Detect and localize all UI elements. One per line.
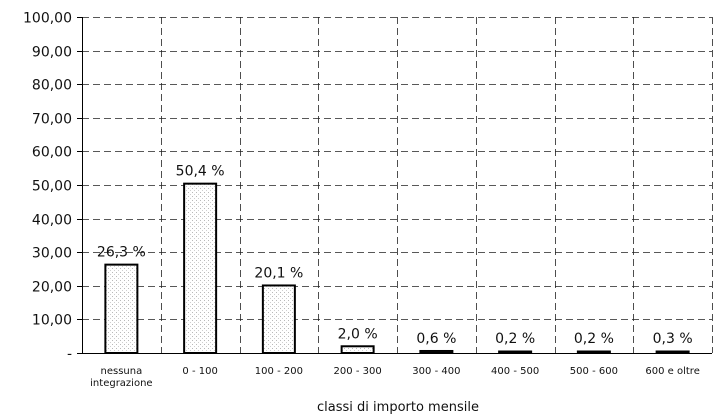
x-tick-label: 200 - 300 <box>334 366 382 377</box>
bar <box>655 350 690 354</box>
y-tick-label: 100,00 <box>23 11 72 27</box>
bar <box>340 345 375 354</box>
y-tick-label: 10,00 <box>32 313 72 329</box>
data-label: 26,3 % <box>97 245 146 261</box>
y-tick-label: 30,00 <box>32 246 72 262</box>
x-tick-label: 500 - 600 <box>570 366 618 377</box>
bar <box>261 284 296 354</box>
data-label: 20,1 % <box>254 265 303 281</box>
y-tick-label: 90,00 <box>32 45 72 61</box>
x-tick-label: 600 e oltre <box>645 366 699 377</box>
y-tick-label: - <box>67 347 72 363</box>
axes <box>77 17 712 354</box>
labels: - 10,00 20,00 30,00 40,00 50,00 60,00 70,00 80,0… <box>23 11 700 390</box>
bar <box>498 350 533 354</box>
bar <box>576 350 611 354</box>
data-label: 50,4 % <box>176 164 225 180</box>
bar <box>419 349 454 355</box>
bar <box>183 182 218 354</box>
x-tick-label: 300 - 400 <box>412 366 460 377</box>
data-label: 0,2 % <box>574 331 614 347</box>
data-label: 0,3 % <box>653 331 693 347</box>
x-tick-label: nessuna integrazione <box>90 366 152 389</box>
y-tick-label: 50,00 <box>32 179 72 195</box>
y-tick-label: 40,00 <box>32 213 72 229</box>
x-axis-title: classi di importo mensile <box>317 400 479 415</box>
y-tick-label: 60,00 <box>32 145 72 161</box>
bars <box>104 182 690 355</box>
data-label: 2,0 % <box>338 326 378 342</box>
y-tick-label: 70,00 <box>32 112 72 128</box>
x-tick-label: 0 - 100 <box>182 366 217 377</box>
gridlines <box>82 17 713 353</box>
data-label: 0,2 % <box>495 331 535 347</box>
y-tick-label: 80,00 <box>32 78 72 94</box>
bar <box>104 263 139 354</box>
x-tick-label: 400 - 500 <box>491 366 539 377</box>
data-label: 0,6 % <box>416 331 456 347</box>
y-tick-label: 20,00 <box>32 280 72 296</box>
x-tick-label: 100 - 200 <box>255 366 303 377</box>
